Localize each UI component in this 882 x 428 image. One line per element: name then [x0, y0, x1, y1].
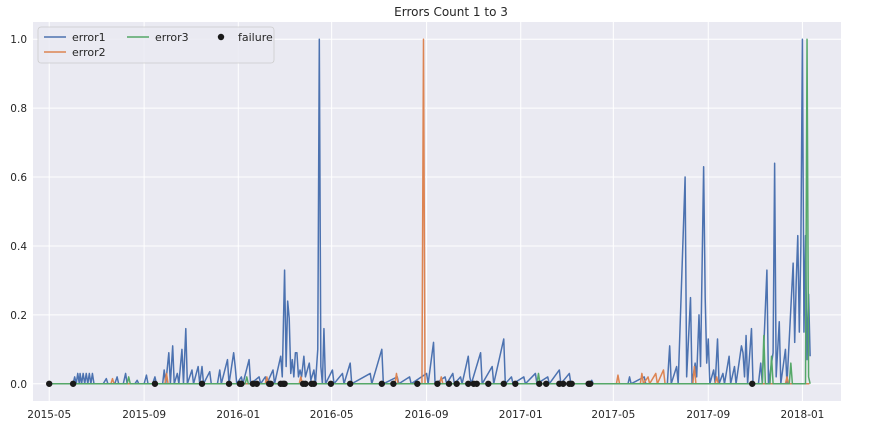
y-tick-label: 0.6	[10, 172, 27, 184]
failure-point	[69, 380, 77, 387]
x-tick-label: 2016-09	[405, 409, 449, 421]
failure-point	[267, 380, 274, 387]
failure-point	[198, 380, 206, 387]
failure-point	[542, 380, 550, 387]
y-tick-label: 0.4	[10, 241, 27, 253]
failure-point	[327, 380, 335, 387]
x-tick-label: 2015-09	[122, 409, 166, 421]
failure-point	[445, 380, 453, 387]
failure-point	[434, 380, 441, 387]
y-axis-ticks: 0.0 0.2 0.4 0.6 0.8 1.0	[10, 34, 27, 391]
x-tick-label: 2017-01	[499, 409, 543, 421]
plot-area	[33, 22, 841, 401]
failure-point	[253, 380, 261, 387]
failure-point	[346, 380, 354, 387]
failure-point	[378, 380, 386, 387]
y-tick-label: 0.2	[10, 310, 27, 322]
x-tick-label: 2018-01	[780, 409, 824, 421]
failure-point	[238, 380, 245, 387]
legend-label-failure: failure	[238, 31, 273, 44]
failure-point	[414, 380, 421, 387]
failure-point	[512, 380, 519, 387]
failure-point	[225, 380, 233, 387]
x-tick-label: 2016-01	[216, 409, 260, 421]
failure-point	[453, 380, 460, 387]
x-tick-label: 2017-05	[591, 409, 635, 421]
failure-point	[536, 380, 543, 387]
chart-title: Errors Count 1 to 3	[394, 5, 508, 19]
failure-point	[485, 380, 492, 387]
y-tick-label: 1.0	[10, 34, 27, 46]
failure-point	[310, 380, 318, 387]
y-tick-label: 0.8	[10, 103, 27, 115]
series-lines	[49, 38, 811, 385]
legend-swatch-failure	[217, 33, 225, 41]
series-line-error3	[49, 38, 811, 385]
failure-point	[500, 380, 507, 387]
legend-label-error1: error1	[72, 31, 106, 44]
legend-label-error2: error2	[72, 46, 106, 59]
x-tick-label: 2015-05	[27, 409, 71, 421]
failure-point	[151, 380, 159, 387]
failure-point	[281, 380, 288, 387]
failure-markers	[46, 380, 756, 387]
y-tick-label: 0.0	[10, 379, 27, 391]
failure-point	[473, 380, 480, 387]
failure-point	[465, 380, 472, 387]
failure-point	[390, 380, 397, 387]
legend-box	[37, 26, 275, 64]
failure-point	[586, 380, 594, 387]
legend: error1 error2 error3 failure	[37, 26, 275, 64]
failure-point	[46, 380, 53, 387]
x-tick-label: 2016-05	[310, 409, 354, 421]
failure-point	[568, 380, 575, 387]
failure-point	[559, 380, 567, 387]
x-tick-label: 2017-09	[686, 409, 730, 421]
failure-point	[749, 380, 756, 387]
legend-label-error3: error3	[155, 31, 189, 44]
x-axis-ticks: 2015-05 2015-09 2016-01 2016-05 2016-09 2017-…	[27, 409, 824, 421]
failure-point	[302, 380, 309, 387]
